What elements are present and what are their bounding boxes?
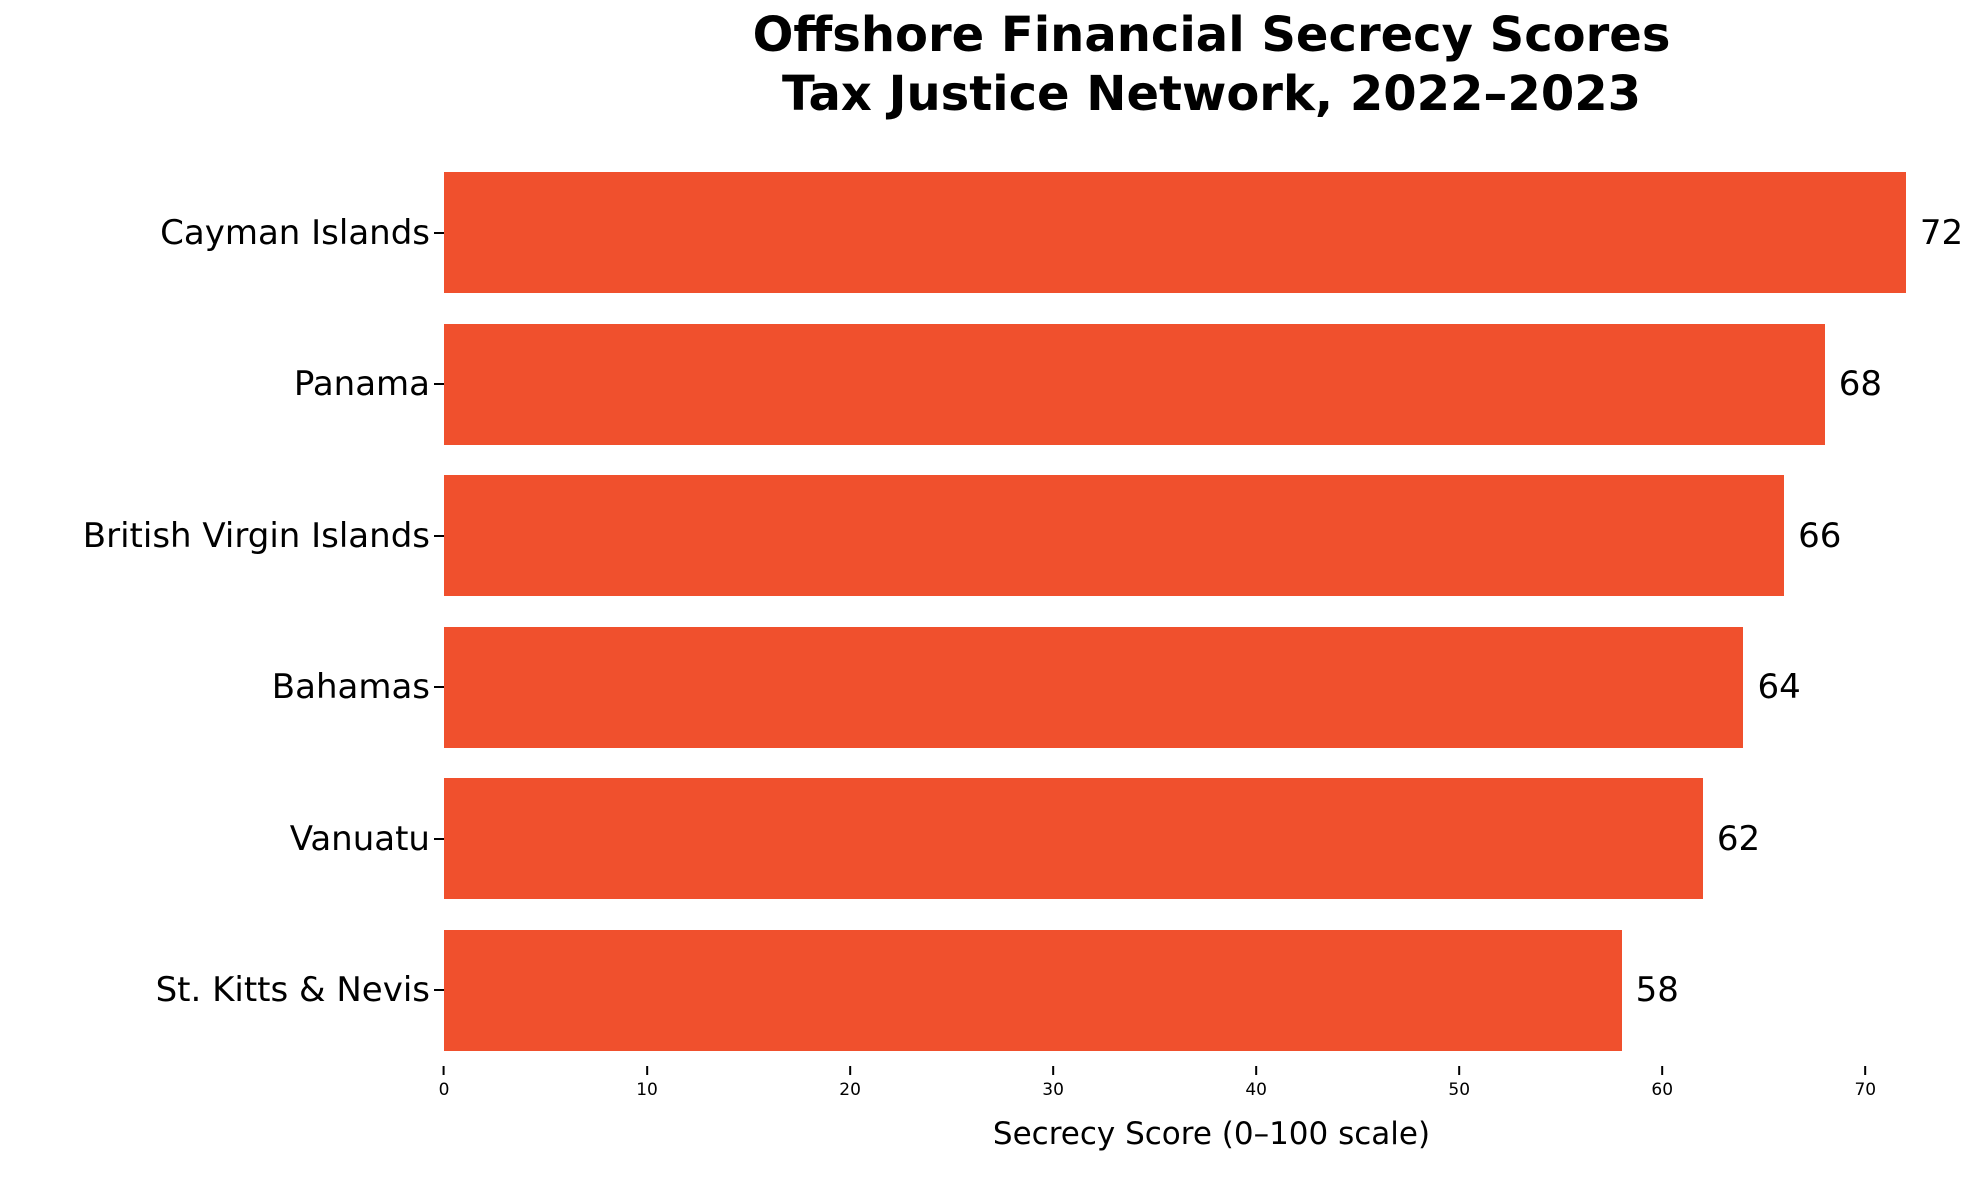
bar-value-label: 68 [1838,364,1882,405]
bar [444,323,1825,445]
y-tick-mark [434,383,444,386]
x-tick-mark [1661,1066,1664,1075]
x-tick-10: 10 [636,1066,658,1100]
bar-track: 66 [444,475,1979,597]
x-tick-0: 0 [438,1066,450,1100]
x-tick-label: 40 [1245,1080,1267,1100]
category-label: St. Kitts & Nevis [155,970,430,1011]
x-tick-label: 20 [839,1080,861,1100]
bar-value-label: 72 [1919,212,1964,253]
x-tick-60: 60 [1651,1066,1673,1100]
bar-row: Bahamas 64 [0,612,1979,764]
bar [444,929,1622,1051]
x-tick-70: 70 [1854,1066,1876,1100]
x-axis: 0 10 20 30 40 50 60 70 [439,1066,1979,1118]
bar-row: British Virgin Islands 66 [0,460,1979,612]
y-tick-mark [434,837,444,840]
chart-title-block: Offshore Financial Secrecy Scores Tax Ju… [444,6,1979,123]
bar-value-label: 58 [1635,970,1679,1011]
bars-area: Cayman Islands 72 Panama 68 British Virg… [0,157,1979,1066]
x-tick-label: 10 [636,1080,658,1100]
bar-track: 64 [444,626,1979,748]
y-tick-mark [434,686,444,689]
x-tick-30: 30 [1042,1066,1064,1100]
x-tick-label: 70 [1854,1080,1877,1100]
category-label: British Virgin Islands [82,515,430,556]
x-tick-mark [1458,1066,1461,1075]
bar-value-label: 62 [1716,818,1761,859]
x-tick-label: 30 [1042,1080,1064,1100]
bar-row: St. Kitts & Nevis 58 [0,915,1979,1067]
category-label: Bahamas [271,667,430,708]
bar-value-label: 66 [1798,515,1842,556]
x-tick-mark [1052,1066,1055,1075]
x-tick-label: 50 [1448,1080,1471,1100]
chart-subtitle: Tax Justice Network, 2022–2023 [781,65,1642,122]
category-label: Vanuatu [289,818,430,859]
bar-row: Panama 68 [0,309,1979,461]
bar-track: 72 [444,172,1979,294]
x-tick-20: 20 [839,1066,861,1100]
category-label: Cayman Islands [160,212,430,253]
y-tick-mark [434,989,444,992]
bar-value-label: 64 [1757,667,1801,708]
bar-row: Cayman Islands 72 [0,157,1979,309]
y-tick-mark [434,534,444,537]
x-tick-mark [442,1066,445,1075]
y-tick-mark [434,231,444,234]
x-tick-label: 60 [1651,1080,1674,1100]
x-tick-40: 40 [1245,1066,1267,1100]
x-tick-mark [646,1066,649,1075]
bar-track: 58 [444,929,1979,1051]
bar [444,475,1785,597]
x-tick-mark [849,1066,852,1075]
bar-track: 68 [444,323,1979,445]
bar [444,778,1703,900]
bar [444,626,1744,748]
bar-row: Vanuatu 62 [0,763,1979,915]
category-label: Panama [293,364,430,405]
x-tick-mark [1255,1066,1258,1075]
bar-track: 62 [444,778,1979,900]
x-tick-50: 50 [1448,1066,1470,1100]
x-axis-label: Secrecy Score (0–100 scale) [992,1116,1431,1152]
x-tick-label: 0 [438,1080,450,1100]
chart-title: Offshore Financial Secrecy Scores [752,7,1671,63]
x-tick-mark [1864,1066,1867,1075]
bar [444,172,1906,294]
